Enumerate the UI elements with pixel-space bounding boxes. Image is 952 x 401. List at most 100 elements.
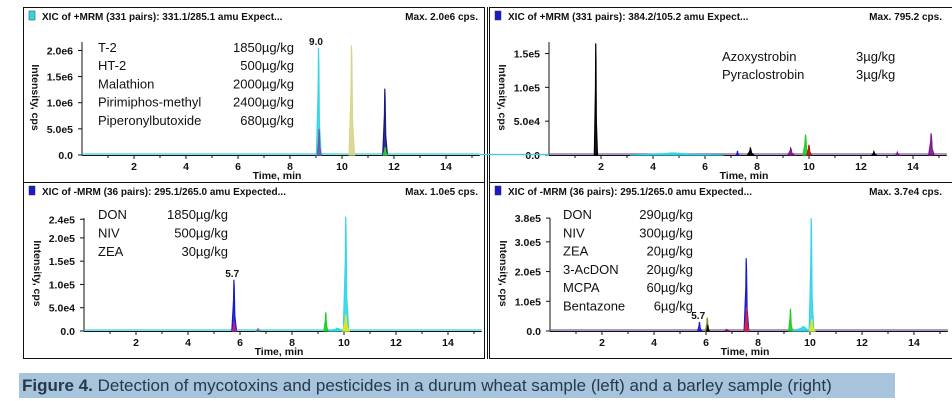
- legend-analyte-concentration: 500µg/kg: [240, 58, 294, 73]
- y-tick-label: 1.0e5: [49, 279, 75, 291]
- y-tick-label: 1.5e5: [514, 49, 540, 61]
- x-tick-label: 2: [598, 161, 604, 173]
- chromatogram-peak: [630, 152, 724, 156]
- max-intensity-label: Max. 795.2 cps.: [869, 12, 942, 23]
- y-tick-label: 0.0: [58, 150, 73, 162]
- y-tick-label: 1.0e6: [47, 98, 73, 110]
- caption-label: Figure 4.: [22, 376, 93, 395]
- x-tick-label: 10: [803, 161, 815, 173]
- x-tick-label: 14: [442, 337, 454, 349]
- legend-analyte-concentration: 2000µg/kg: [233, 76, 294, 91]
- y-tick-label: 1.5e5: [49, 256, 75, 268]
- legend-analyte-name: ZEA: [563, 244, 589, 259]
- y-tick-label: 2.0e5: [515, 267, 541, 279]
- legend-analyte-name: Piperonylbutoxide: [98, 113, 201, 128]
- panel-header: XIC of +MRM (331 pairs): 331.1/285.1 amu…: [42, 12, 283, 23]
- x-axis-title: Time, min: [253, 170, 302, 182]
- chromatogram-peak: [894, 150, 901, 156]
- x-axis-title: Time, min: [720, 170, 769, 182]
- y-tick-label: 2.0e6: [47, 45, 73, 57]
- legend-analyte-concentration: 2400µg/kg: [233, 95, 294, 110]
- x-tick-label: 8: [755, 337, 761, 349]
- chromatogram-peak: [696, 321, 703, 332]
- legend-analyte-name: Pyraclostrobin: [722, 67, 804, 82]
- x-tick-label: 6: [235, 161, 241, 173]
- legend-analyte-concentration: 20µg/kg: [646, 262, 693, 277]
- chromatogram-panel-3: XIC of -MRM (36 pairs): 295.1/265.0 amu …: [28, 185, 482, 358]
- y-tick-label: 2.0e5: [49, 233, 75, 245]
- chromatogram-panel-4: XIC of -MRM (36 pairs): 295.1/265.0 amu …: [494, 185, 948, 358]
- chromatogram-peak: [316, 128, 322, 156]
- chromatogram-peak: [342, 216, 350, 332]
- legend-analyte-name: DON: [563, 207, 592, 222]
- peak-rt-annotation: 5.7: [225, 269, 239, 280]
- y-tick-label: 1.0e5: [515, 296, 541, 308]
- trace-color-marker: [494, 185, 502, 196]
- y-tick-label: 5.0e5: [47, 124, 73, 136]
- y-tick-label: 0.0: [525, 150, 540, 162]
- x-tick-label: 2: [133, 337, 139, 349]
- y-axis-title: Intensity, cps: [31, 240, 43, 306]
- x-tick-label: 10: [804, 337, 816, 349]
- x-tick-label: 4: [185, 337, 191, 349]
- chromatogram-peak: [792, 325, 817, 332]
- chromatogram-peak: [323, 312, 329, 332]
- y-tick-label: 5.0e4: [49, 303, 75, 315]
- panel-header: XIC of -MRM (36 pairs): 295.1/265.0 amu …: [508, 187, 752, 198]
- x-tick-label: 14: [908, 337, 920, 349]
- legend-analyte-concentration: 3µg/kg: [856, 49, 895, 64]
- legend-analyte-name: ZEA: [98, 244, 124, 259]
- y-axis-title: Intensity, cps: [497, 240, 509, 306]
- chromatogram-panel-2: XIC of +MRM (331 pairs): 384.2/105.2 amu…: [494, 10, 947, 182]
- x-tick-label: 2: [599, 337, 605, 349]
- legend-analyte-name: Pirimiphos-methyl: [98, 95, 201, 110]
- x-tick-label: 14: [440, 161, 452, 173]
- chromatogram-peak: [786, 146, 796, 156]
- peak-rt-annotation: 5.7: [691, 311, 705, 322]
- y-tick-label: 1.0e5: [514, 82, 540, 94]
- x-tick-label: 4: [651, 337, 657, 349]
- figure-caption: Figure 4. Detection of mycotoxins and pe…: [22, 376, 832, 395]
- legend-analyte-name: MCPA: [563, 280, 600, 295]
- chromatogram-peak: [254, 327, 261, 332]
- caption-text: Detection of mycotoxins and pesticides i…: [93, 376, 832, 395]
- y-tick-label: 3.8e5: [515, 213, 541, 225]
- x-tick-label: 10: [338, 337, 350, 349]
- chromatogram-peak: [744, 307, 750, 332]
- y-tick-label: 2.4e5: [49, 214, 75, 226]
- legend-analyte-concentration: 60µg/kg: [646, 280, 693, 295]
- x-axis-title: Time, min: [255, 346, 304, 358]
- legend-analyte-concentration: 3µg/kg: [856, 67, 895, 82]
- trace-color-marker: [28, 10, 36, 21]
- legend-analyte-name: HT-2: [98, 58, 126, 73]
- legend-analyte-name: Azoxystrobin: [722, 49, 796, 64]
- legend-analyte-concentration: 500µg/kg: [174, 226, 228, 241]
- y-tick-label: 0.0: [60, 326, 75, 338]
- x-tick-label: 8: [289, 337, 295, 349]
- y-tick-label: 1.5e6: [47, 72, 73, 84]
- legend-analyte-concentration: 1850µg/kg: [167, 207, 228, 222]
- x-tick-label: 4: [650, 161, 656, 173]
- x-tick-label: 8: [287, 161, 293, 173]
- x-tick-label: 6: [237, 337, 243, 349]
- y-axis-title: Intensity, cps: [29, 64, 41, 130]
- x-tick-label: 6: [703, 337, 709, 349]
- legend-analyte-concentration: 290µg/kg: [639, 207, 693, 222]
- legend-analyte-concentration: 300µg/kg: [639, 225, 693, 240]
- legend-analyte-name: 3-AcDON: [563, 262, 619, 277]
- legend-analyte-name: T-2: [98, 40, 117, 55]
- chromatogram-peak: [348, 45, 356, 156]
- chromatogram-peak: [382, 88, 389, 156]
- x-tick-label: 12: [856, 337, 868, 349]
- panel-header: XIC of -MRM (36 pairs): 295.1/265.0 amu …: [42, 187, 286, 198]
- trace-color-marker: [494, 10, 502, 21]
- chromatogram-peak: [735, 150, 740, 156]
- peak-rt-annotation: 9.0: [309, 37, 323, 48]
- y-tick-label: 5.0e4: [514, 116, 540, 128]
- caption-background: [19, 373, 895, 398]
- x-tick-label: 14: [907, 161, 919, 173]
- chromatogram-peak: [746, 146, 756, 156]
- chromatogram-peak: [808, 318, 816, 332]
- chromatogram-panel-1: XIC of +MRM (331 pairs): 331.1/285.1 amu…: [28, 10, 480, 182]
